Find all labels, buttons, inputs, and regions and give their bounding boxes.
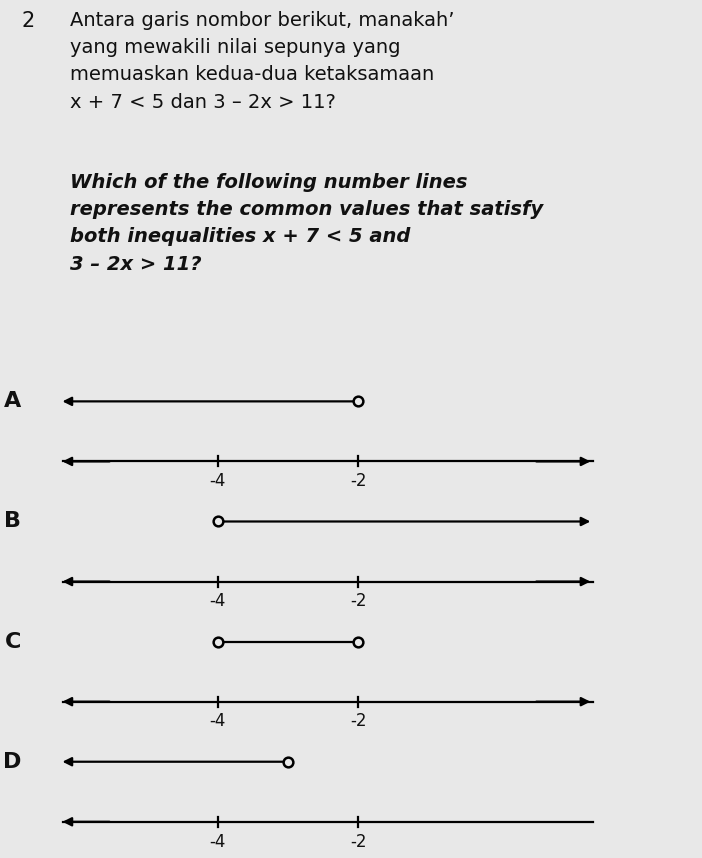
Text: -4: -4 [209, 592, 226, 610]
Text: B: B [4, 511, 21, 531]
Text: -2: -2 [350, 712, 366, 730]
Text: -4: -4 [209, 832, 226, 850]
Text: Which of the following number lines
represents the common values that satisfy
bo: Which of the following number lines repr… [70, 173, 543, 274]
Text: C: C [5, 631, 21, 651]
Text: Antara garis nombor berikut, manakah’
yang mewakili nilai sepunya yang
memuaskan: Antara garis nombor berikut, manakah’ ya… [70, 11, 455, 112]
Text: -4: -4 [209, 712, 226, 730]
Text: -2: -2 [350, 472, 366, 490]
Text: 2: 2 [21, 11, 34, 31]
Text: -4: -4 [209, 472, 226, 490]
Text: -2: -2 [350, 832, 366, 850]
Text: A: A [4, 391, 21, 411]
Text: -2: -2 [350, 592, 366, 610]
Text: D: D [3, 752, 21, 771]
